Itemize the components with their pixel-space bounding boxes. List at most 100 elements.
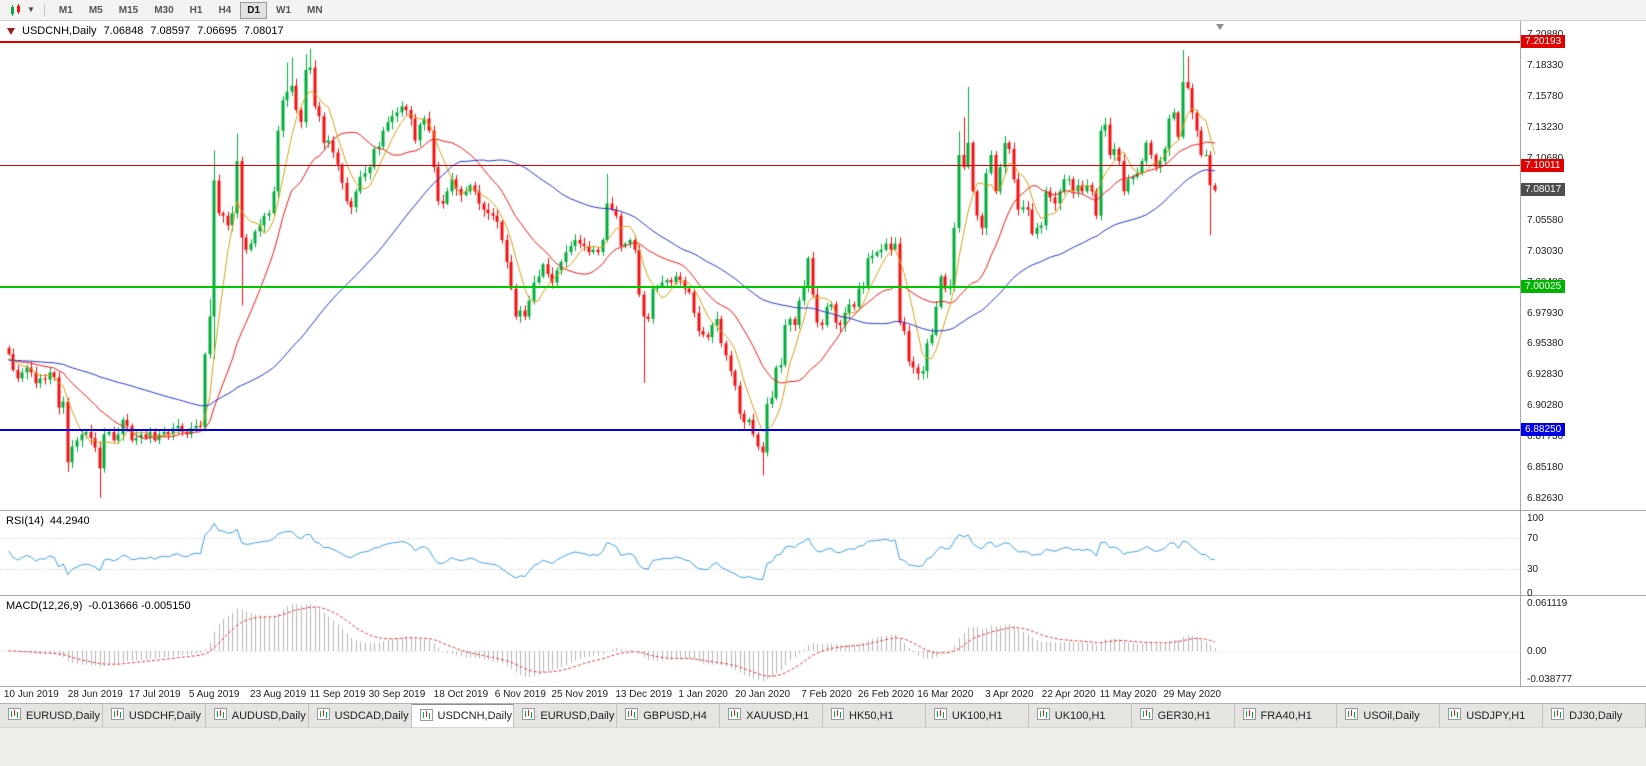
- timeframe-button-w1[interactable]: W1: [276, 4, 292, 16]
- timeframe-button-h4[interactable]: H4: [218, 4, 232, 16]
- date-label: 29 May 2020: [1163, 689, 1222, 700]
- tab-label: FRA40,H1: [1260, 709, 1312, 722]
- chart-tab-dj30-daily[interactable]: DJ30,Daily: [1543, 704, 1646, 727]
- date-label: 3 Apr 2020: [985, 689, 1034, 700]
- price-badge-6.88250: 6.88250: [1521, 423, 1566, 436]
- price-badge-7.00025: 7.00025: [1521, 280, 1566, 293]
- horizontal-line-7.10011[interactable]: [0, 165, 1520, 166]
- tab-label: USDCNH,Daily: [437, 710, 513, 722]
- timeframe-button-d1[interactable]: D1: [240, 1, 268, 19]
- date-label: 11 May 2020: [1099, 689, 1157, 700]
- date-label: 11 Sep 2019: [309, 689, 366, 700]
- date-label: 26 Feb 2020: [857, 689, 915, 700]
- tab-chart-icon: [8, 708, 21, 723]
- chart-tab-gbpusd-h4[interactable]: GBPUSD,H4: [617, 704, 721, 727]
- date-label: 1 Jan 2020: [678, 689, 728, 700]
- chart-tab-fra40-h1[interactable]: FRA40,H1: [1234, 704, 1338, 727]
- panel-separator[interactable]: [0, 595, 1646, 596]
- rsi-tick-label: 30: [1527, 564, 1539, 576]
- tab-label: USOil,Daily: [1363, 709, 1420, 722]
- rsi-tick-label: 0: [1527, 588, 1533, 599]
- main-chart-canvas[interactable]: [0, 21, 1520, 510]
- tab-chart-icon: [110, 708, 124, 723]
- tab-label: EURUSD,Daily: [26, 709, 100, 722]
- tab-chart-icon: [1345, 708, 1359, 723]
- macd-panel-canvas[interactable]: [0, 597, 1520, 686]
- tab-label: UK100,H1: [1054, 709, 1106, 722]
- tab-label: USDJPY,H1: [1466, 709, 1526, 722]
- toolbar: ▼ M1 M5 M15 M30 H1 H4 D1 W1 MN: [0, 0, 1646, 21]
- chart-tab-audusd-daily[interactable]: AUDUSD,Daily: [205, 704, 309, 727]
- chart-tab-uk100-h1[interactable]: UK100,H1: [925, 704, 1029, 727]
- chart-window[interactable]: USDCNH,Daily 7.06848 7.08597 7.06695 7.0…: [0, 21, 1646, 703]
- ohlc-high: 7.08597: [150, 25, 191, 37]
- tab-label: EURUSD,Daily: [540, 709, 615, 722]
- price-tick-label: 6.82630: [1527, 493, 1564, 505]
- chart-tab-eurusd-daily[interactable]: EURUSD,Daily: [514, 704, 618, 727]
- chart-tab-uk100-h1[interactable]: UK100,H1: [1028, 704, 1132, 727]
- tab-chart-icon: [728, 708, 742, 723]
- tab-chart-icon: [316, 708, 330, 723]
- ohlc-low: 7.06695: [197, 25, 237, 37]
- chart-header: USDCNH,Daily 7.06848 7.08597 7.06695 7.0…: [7, 25, 291, 37]
- price-tick-label: 6.85180: [1527, 462, 1564, 474]
- price-axis[interactable]: 7.208807.183307.157807.132307.106807.081…: [1520, 21, 1646, 704]
- tab-chart-icon: [1242, 708, 1256, 723]
- price-tick-label: 6.87730: [1527, 431, 1564, 443]
- chart-tab-xauusd-h1[interactable]: XAUUSD,H1: [720, 704, 823, 727]
- chart-tab-usdcad-daily[interactable]: USDCAD,Daily: [308, 704, 412, 727]
- timeframe-button-m5[interactable]: M5: [88, 4, 103, 16]
- price-badge-7.10011: 7.10011: [1521, 159, 1565, 172]
- chart-type-button[interactable]: ▼: [6, 3, 38, 18]
- date-label: 20 Jan 2020: [735, 689, 791, 700]
- rsi-indicator-name: RSI(14): [6, 515, 44, 527]
- timeframe-button-m15[interactable]: M15: [118, 4, 139, 16]
- date-label: 25 Nov 2019: [551, 689, 609, 700]
- chart-tab-hk50-h1[interactable]: HK50,H1: [823, 704, 926, 727]
- tab-chart-icon: [1551, 708, 1565, 723]
- horizontal-line-7.20193[interactable]: [0, 41, 1520, 43]
- price-tick-label: 6.90280: [1527, 400, 1564, 412]
- chart-tab-usdcnh-daily[interactable]: USDCNH,Daily: [411, 704, 515, 727]
- date-label: 17 Jul 2019: [128, 689, 181, 700]
- price-tick-label: 7.10680: [1527, 153, 1563, 164]
- chart-symbol-period: USDCNH,Daily: [22, 25, 97, 37]
- rsi-tick-label: 100: [1527, 513, 1544, 524]
- tab-chart-icon: [1036, 708, 1050, 723]
- tab-chart-icon: [522, 708, 536, 723]
- horizontal-line-6.8825[interactable]: [0, 429, 1520, 431]
- symbol-marker-icon: [7, 27, 15, 35]
- timeframe-button-m1[interactable]: M1: [58, 4, 73, 16]
- date-label: 28 Jun 2019: [67, 689, 123, 700]
- price-tick-label: 6.92830: [1527, 369, 1564, 381]
- chart-tab-usdchf-daily[interactable]: USDCHF,Daily: [102, 704, 206, 727]
- chart-tab-eurusd-daily[interactable]: EURUSD,Daily: [0, 704, 103, 727]
- panel-separator[interactable]: [0, 510, 1646, 511]
- chart-tab-ger30-h1[interactable]: GER30,H1: [1131, 704, 1235, 727]
- chart-tab-usoil-daily[interactable]: USOil,Daily: [1337, 704, 1441, 727]
- price-tick-label: 6.95380: [1527, 338, 1564, 350]
- price-tick-label: 7.13230: [1527, 121, 1564, 133]
- tab-chart-icon: [933, 708, 947, 723]
- price-tick-label: 7.15780: [1527, 90, 1564, 102]
- date-label: 6 Nov 2019: [494, 689, 546, 700]
- tab-chart-icon: [625, 708, 639, 723]
- rsi-panel-canvas[interactable]: [0, 512, 1520, 595]
- macd-header: MACD(12,26,9) -0.013666 -0.005150: [6, 600, 198, 612]
- price-tick-label: 7.20880: [1527, 29, 1563, 40]
- timeframe-button-h1[interactable]: H1: [189, 4, 203, 16]
- time-axis[interactable]: 10 Jun 2019 28 Jun 2019 17 Jul 2019 5 Aug 2…: [0, 687, 1520, 704]
- timeframe-button-m30[interactable]: M30: [154, 4, 174, 16]
- chart-tab-usdjpy-h1[interactable]: USDJPY,H1: [1440, 704, 1544, 727]
- timeframe-button-mn[interactable]: MN: [307, 4, 323, 16]
- price-tick-label: 7.03030: [1527, 245, 1564, 257]
- price-badge-7.20193: 7.20193: [1521, 35, 1566, 48]
- macd-indicator-name: MACD(12,26,9): [6, 600, 83, 612]
- time-axis-line: [0, 686, 1646, 687]
- chart-shift-marker[interactable]: [1216, 24, 1224, 30]
- horizontal-line-7.00025[interactable]: [0, 286, 1520, 288]
- tab-label: XAUUSD,H1: [746, 709, 810, 722]
- tab-label: GER30,H1: [1157, 709, 1211, 722]
- candlestick-chart-icon: [11, 3, 20, 16]
- chart-tabbar: EURUSD,Daily USDCHF,Daily AUDUSD,Daily USDC…: [0, 703, 1646, 727]
